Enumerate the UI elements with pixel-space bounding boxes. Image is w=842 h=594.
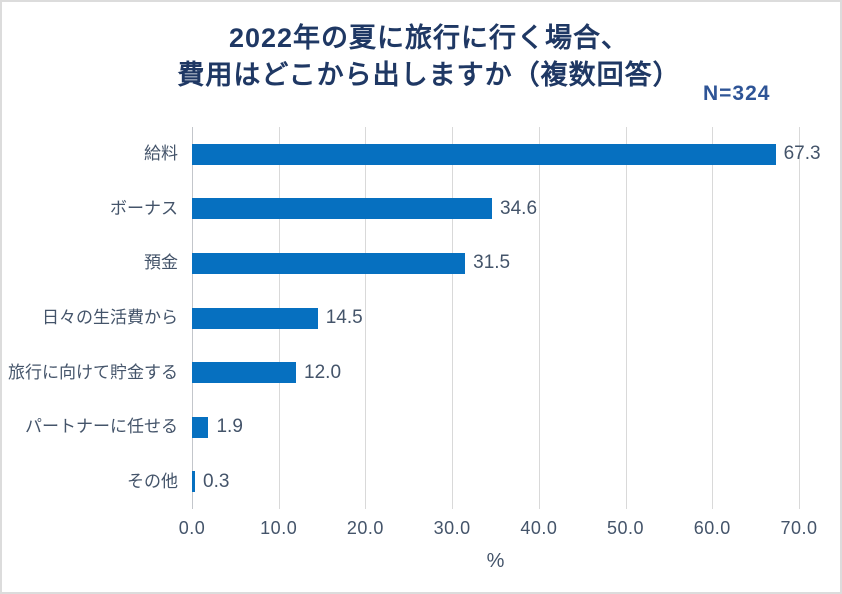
- x-tick-label-2: 20.0: [346, 518, 384, 538]
- value-label-0: 67.3: [783, 143, 821, 165]
- value-label-5: 1.9: [216, 416, 243, 438]
- x-tick-label-5: 50.0: [607, 518, 645, 538]
- value-label-3: 14.5: [325, 307, 363, 328]
- bar-2: [192, 252, 466, 274]
- bar-3: [192, 307, 318, 329]
- x-tick-label-1: 10.0: [260, 518, 298, 538]
- category-label-4: 旅行に向けて貯金する: [8, 362, 178, 382]
- bar-4: [192, 362, 297, 384]
- bar-5: [192, 416, 209, 438]
- value-label-4: 12.0: [304, 361, 342, 383]
- gridline: [538, 127, 540, 509]
- value-label-6: 0.3: [203, 470, 230, 492]
- chart-title-line2: 費用はどこから出しますか（複数回答）: [177, 60, 681, 90]
- gridline: [799, 127, 800, 509]
- category-label-0: 給料: [144, 144, 178, 164]
- x-tick-label-7: 70.0: [780, 518, 818, 538]
- value-label-2: 31.5: [473, 252, 511, 274]
- x-tick-label-3: 30.0: [433, 518, 471, 538]
- gridline: [625, 127, 627, 509]
- chart-title-line1: 2022年の夏に旅行に行く場合、: [228, 23, 630, 53]
- gridline: [712, 127, 714, 509]
- sample-size-label: N=324: [703, 82, 771, 105]
- x-tick-label-4: 40.0: [520, 518, 558, 538]
- bar-1: [192, 198, 493, 220]
- bar-0: [192, 143, 776, 165]
- gridline: [365, 127, 367, 509]
- category-label-5: パートナーに任せる: [25, 417, 178, 437]
- value-label-1: 34.6: [500, 197, 538, 219]
- category-label-1: ボーナス: [110, 198, 178, 218]
- x-tick-label-6: 60.0: [693, 518, 731, 538]
- category-label-6: その他: [127, 471, 178, 491]
- x-tick-label-0: 0.0: [178, 518, 206, 538]
- category-label-2: 預金: [144, 253, 178, 273]
- plot-area: 67.3 34.6 31.5 14.5 12.0 1.9 0.3: [192, 127, 821, 509]
- chart-title: 2022年の夏に旅行に行く場合、 費用はどこから出しますか（複数回答）: [18, 20, 840, 94]
- gridline: [452, 127, 454, 509]
- category-label-3: 日々の生活費から: [42, 308, 178, 327]
- x-axis-unit-label: %: [486, 550, 505, 572]
- bar-6: [192, 471, 195, 493]
